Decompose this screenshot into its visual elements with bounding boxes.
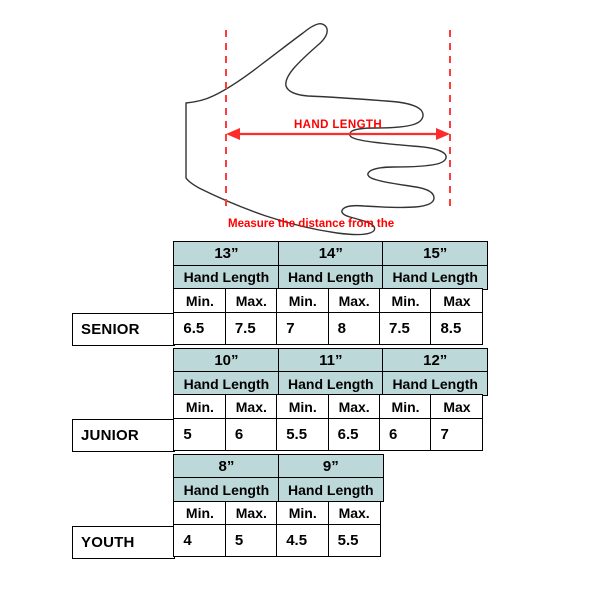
- size-header-cell: 9”: [277, 453, 384, 479]
- label-spacer: [72, 243, 175, 266]
- size-header-row: 10” 11” 12”: [72, 347, 493, 373]
- size-header-cell: 11”: [277, 347, 384, 373]
- value-cell: 5.5: [327, 524, 381, 558]
- label-spacer: [72, 479, 175, 502]
- min-header-cell: Min.: [173, 394, 227, 420]
- size-header-cell: 12”: [382, 347, 489, 373]
- max-header-cell: Max: [430, 394, 484, 420]
- value-cell: 4: [173, 524, 227, 558]
- size-group-junior: 10” 11” 12” Hand Length Hand Length Hand…: [72, 347, 493, 453]
- min-max-row: Min. Max. Min. Max. Min. Max: [72, 288, 493, 314]
- max-header-cell: Max: [430, 288, 484, 314]
- max-header-cell: Max.: [224, 394, 278, 420]
- table-row: YOUTH 4 5 4.5 5.5: [72, 524, 493, 559]
- hand-length-header-cell: Hand Length: [382, 264, 489, 290]
- size-header-cell: 10”: [173, 347, 280, 373]
- max-header-cell: Max.: [224, 288, 278, 314]
- size-header-row: 8” 9”: [72, 453, 493, 479]
- size-header-cell: 13”: [173, 241, 280, 267]
- label-spacer: [72, 290, 175, 313]
- size-group-youth: 8” 9” Hand Length Hand Length Min. Max. …: [72, 453, 493, 559]
- min-header-cell: Min.: [379, 288, 433, 314]
- hand-length-header-cell: Hand Length: [173, 264, 280, 290]
- min-max-row: Min. Max. Min. Max. Min. Max: [72, 394, 493, 420]
- max-header-cell: Max.: [224, 500, 278, 526]
- value-cell: 4.5: [276, 524, 330, 558]
- value-cell: 6: [379, 417, 433, 451]
- row-label-senior: SENIOR: [72, 313, 175, 347]
- row-label-junior: JUNIOR: [72, 419, 175, 453]
- value-cell: 6.5: [327, 417, 381, 451]
- min-header-cell: Min.: [379, 394, 433, 420]
- max-header-cell: Max.: [327, 394, 381, 420]
- min-header-cell: Min.: [276, 500, 330, 526]
- value-cell: 5: [224, 524, 278, 558]
- size-chart-table: 13” 14” 15” Hand Length Hand Length Hand…: [72, 241, 493, 559]
- label-spacer: [72, 455, 175, 478]
- label-spacer: [72, 396, 175, 419]
- size-header-cell: 15”: [382, 241, 489, 267]
- label-spacer: [72, 349, 175, 372]
- value-cell: 6: [224, 417, 278, 451]
- size-header-cell: 8”: [173, 453, 280, 479]
- label-spacer: [72, 266, 175, 289]
- max-header-cell: Max.: [327, 288, 381, 314]
- hand-length-header-cell: Hand Length: [382, 371, 489, 397]
- min-header-cell: Min.: [276, 394, 330, 420]
- table-row: SENIOR 6.5 7.5 7 8 7.5 8.5: [72, 311, 493, 347]
- size-header-cell: 14”: [277, 241, 384, 267]
- value-cell: 7: [430, 417, 484, 451]
- min-header-cell: Min.: [173, 288, 227, 314]
- size-header-row: 13” 14” 15”: [72, 241, 493, 267]
- value-cell: 8.5: [430, 311, 484, 345]
- hand-length-row: Hand Length Hand Length: [72, 477, 493, 503]
- hand-length-row: Hand Length Hand Length Hand Length: [72, 264, 493, 290]
- hand-length-header-cell: Hand Length: [173, 371, 280, 397]
- min-max-row: Min. Max. Min. Max.: [72, 500, 493, 526]
- hand-length-label: HAND LENGTH: [294, 119, 382, 131]
- value-cell: 7.5: [224, 311, 278, 345]
- value-cell: 7: [276, 311, 330, 345]
- value-cell: 7.5: [379, 311, 433, 345]
- table-row: JUNIOR 5 6 5.5 6.5 6 7: [72, 417, 493, 453]
- max-header-cell: Max.: [327, 500, 381, 526]
- value-cell: 6.5: [173, 311, 227, 345]
- caption-line-1: Measure the distance from the: [228, 218, 395, 230]
- hand-length-header-cell: Hand Length: [277, 264, 384, 290]
- hand-length-header-cell: Hand Length: [277, 371, 384, 397]
- row-label-youth: YOUTH: [72, 525, 175, 559]
- value-cell: 8: [327, 311, 381, 345]
- value-cell: 5.5: [276, 417, 330, 451]
- size-group-senior: 13” 14” 15” Hand Length Hand Length Hand…: [72, 241, 493, 347]
- hand-length-header-cell: Hand Length: [277, 477, 384, 503]
- hand-measurement-illustration: HAND LENGTH Measure the distance from th…: [0, 0, 600, 258]
- value-cell: 5: [173, 417, 227, 451]
- hand-outline-icon: [185, 23, 447, 236]
- label-spacer: [72, 502, 175, 525]
- min-header-cell: Min.: [173, 500, 227, 526]
- hand-length-row: Hand Length Hand Length Hand Length: [72, 371, 493, 397]
- label-spacer: [72, 373, 175, 396]
- min-header-cell: Min.: [276, 288, 330, 314]
- hand-length-header-cell: Hand Length: [173, 477, 280, 503]
- hand-length-arrow-icon: [226, 128, 450, 140]
